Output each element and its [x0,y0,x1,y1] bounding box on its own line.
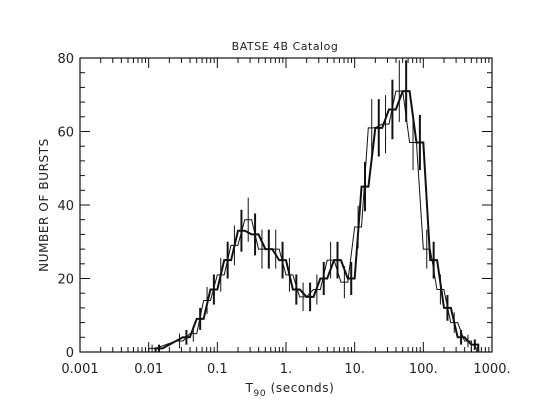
histogram-series-thick [154,60,480,352]
x-tick-label: 1000. [473,362,510,377]
histogram-outline [148,90,472,352]
histogram-outline [154,90,480,352]
x-tick-label: 1. [280,362,292,377]
y-tick-label: 80 [57,52,74,67]
y-axis-title: NUMBER OF BURSTS [37,138,51,272]
y-tick-label: 20 [57,273,74,288]
chart-title: BATSE 4B Catalog [232,40,339,53]
plot-frame [79,57,493,353]
y-tick-label: 40 [57,199,74,214]
x-axis-title-rest: (seconds) [266,381,334,395]
x-tick-label: 0.01 [134,362,163,377]
x-axis-title-sub: 90 [254,389,267,399]
y-tick-label: 60 [57,126,74,141]
x-tick-label: 100. [409,362,438,377]
x-axis-title-main: T [245,381,254,395]
x-tick-label: 0.1 [207,362,228,377]
axis-ticks [79,57,492,353]
x-tick-labels: 0.001 0.01 0.1 1. 10. 100. 1000. [61,362,510,377]
x-axis-title: T90 (seconds) [245,381,335,399]
x-tick-label: 0.001 [61,362,98,377]
x-tick-label: 10. [344,362,365,377]
y-tick-label: 0 [66,346,74,361]
y-tick-labels: 0 20 40 60 80 [57,52,74,361]
